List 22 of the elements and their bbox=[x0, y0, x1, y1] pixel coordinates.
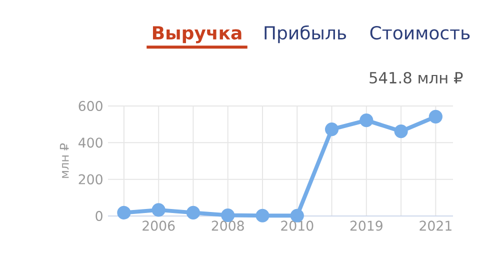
chart-title: Выручка bbox=[152, 26, 242, 44]
y-tick-label: 400 bbox=[78, 138, 102, 148]
point bbox=[428, 110, 442, 124]
point bbox=[256, 208, 270, 222]
y-tick-label: 600 bbox=[78, 100, 102, 112]
x-tick-label: 2019 bbox=[350, 220, 382, 231]
x-tick-label: 2006 bbox=[142, 220, 175, 231]
y-tick-label: 0 bbox=[96, 210, 102, 222]
text: Стоимость bbox=[370, 26, 470, 40]
point bbox=[394, 124, 408, 138]
point bbox=[186, 206, 200, 220]
y-axis-title: млн ₽ bbox=[60, 143, 69, 178]
x-tick-label: 2010 bbox=[281, 220, 314, 231]
point bbox=[360, 113, 374, 128]
text: 541.8 млн ₽ bbox=[370, 72, 463, 84]
text: Прибыль bbox=[264, 25, 346, 44]
x-tick-label: 2008 bbox=[212, 220, 244, 231]
y-tick-label: 200 bbox=[78, 174, 102, 184]
point bbox=[152, 203, 166, 217]
x-tick-label: 2021 bbox=[420, 220, 452, 231]
point bbox=[117, 206, 131, 220]
point bbox=[324, 122, 339, 136]
